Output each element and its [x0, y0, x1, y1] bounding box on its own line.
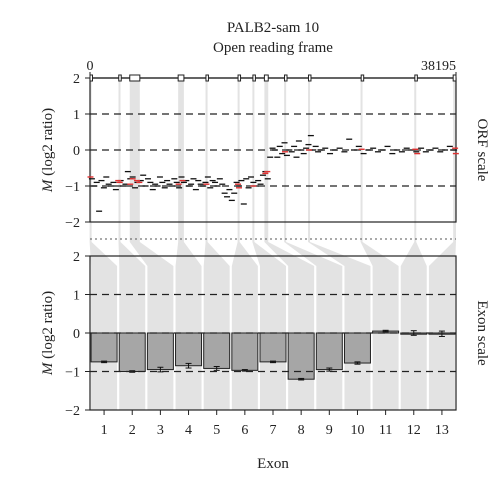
orf-y-tick-label: −2 — [65, 216, 80, 231]
orf-y-tick-label: −1 — [65, 180, 80, 195]
exon-marker — [414, 74, 418, 82]
exon-y-tick-label: −1 — [65, 366, 80, 381]
exon-marker — [307, 74, 312, 82]
exon-x-tick-label: 13 — [435, 423, 449, 438]
exon-band — [175, 78, 202, 410]
exon-bar — [287, 332, 315, 380]
exon-marker — [360, 74, 365, 82]
exon-x-tick-label: 1 — [101, 423, 108, 438]
exon-band — [203, 78, 230, 410]
chart-subtitle: Open reading frame — [213, 40, 333, 56]
exon-bar — [203, 332, 231, 369]
exon-band — [360, 78, 399, 410]
orf-y-axis-label: M (log2 ratio) — [40, 108, 56, 193]
exon-x-axis-label: Exon — [257, 456, 289, 472]
exon-x-tick-label: 6 — [241, 423, 248, 438]
exon-band — [284, 78, 343, 410]
exon-bar — [146, 332, 174, 371]
exon-side-label: Exon scale — [474, 300, 490, 366]
exon-bar — [118, 332, 146, 372]
exon-x-tick-label: 10 — [350, 423, 364, 438]
exon-y-tick-label: 1 — [73, 289, 80, 304]
exon-x-tick-label: 2 — [129, 423, 136, 438]
exon-marker — [129, 74, 141, 82]
exon-marker — [205, 74, 209, 82]
orf-side-label: ORF scale — [474, 119, 490, 182]
orf-x-end-label: 38195 — [421, 59, 456, 74]
exon-y-axis-label-symbol: M — [40, 361, 56, 376]
exon-y-tick-label: 2 — [73, 250, 80, 265]
exon-bar — [259, 332, 287, 363]
exon-band — [129, 78, 174, 410]
exon-band — [428, 78, 456, 410]
exon-y-axis-label: M (log2 ratio) — [40, 291, 56, 376]
exon-band — [231, 78, 258, 410]
orf-y-axis-label-symbol: M — [40, 178, 56, 193]
exon-bar — [231, 332, 259, 371]
exon-y-axis-label-text: (log2 ratio) — [40, 291, 56, 363]
exon-marker — [237, 74, 242, 82]
orf-y-tick-label: 1 — [73, 108, 80, 123]
exon-x-tick-label: 9 — [326, 423, 333, 438]
chart-title: PALB2-sam 10 — [226, 20, 320, 36]
exon-bar — [343, 332, 371, 364]
exon-x-tick-label: 7 — [270, 423, 277, 438]
exon-band — [264, 78, 315, 410]
exon-band — [308, 78, 371, 410]
exon-x-tick-label: 5 — [213, 423, 220, 438]
exon-bar — [315, 332, 343, 371]
exon-marker — [177, 74, 185, 82]
exon-band — [118, 78, 146, 410]
exon-x-tick-label: 8 — [298, 423, 305, 438]
orf-y-tick-label: 2 — [73, 72, 80, 87]
orf-x-start-label: 0 — [87, 59, 94, 74]
orf-y-tick-label: 0 — [73, 144, 80, 159]
exon-band — [89, 78, 118, 410]
exon-y-tick-label: 0 — [73, 327, 80, 342]
exon-x-tick-label: 3 — [157, 423, 164, 438]
exon-y-tick-label: −2 — [65, 404, 80, 419]
exon-band — [400, 78, 427, 410]
exon-x-tick-label: 11 — [379, 423, 392, 438]
orf-y-axis-label-text: (log2 ratio) — [40, 108, 56, 180]
exon-marker — [263, 74, 269, 82]
exon-band — [252, 78, 286, 410]
exon-marker — [252, 74, 256, 82]
exon-x-tick-label: 12 — [407, 423, 421, 438]
exon-bar — [90, 332, 118, 363]
exon-bar — [175, 332, 203, 367]
exon-marker — [284, 74, 288, 82]
exon-marker — [118, 74, 122, 82]
exon-x-tick-label: 4 — [185, 423, 192, 438]
